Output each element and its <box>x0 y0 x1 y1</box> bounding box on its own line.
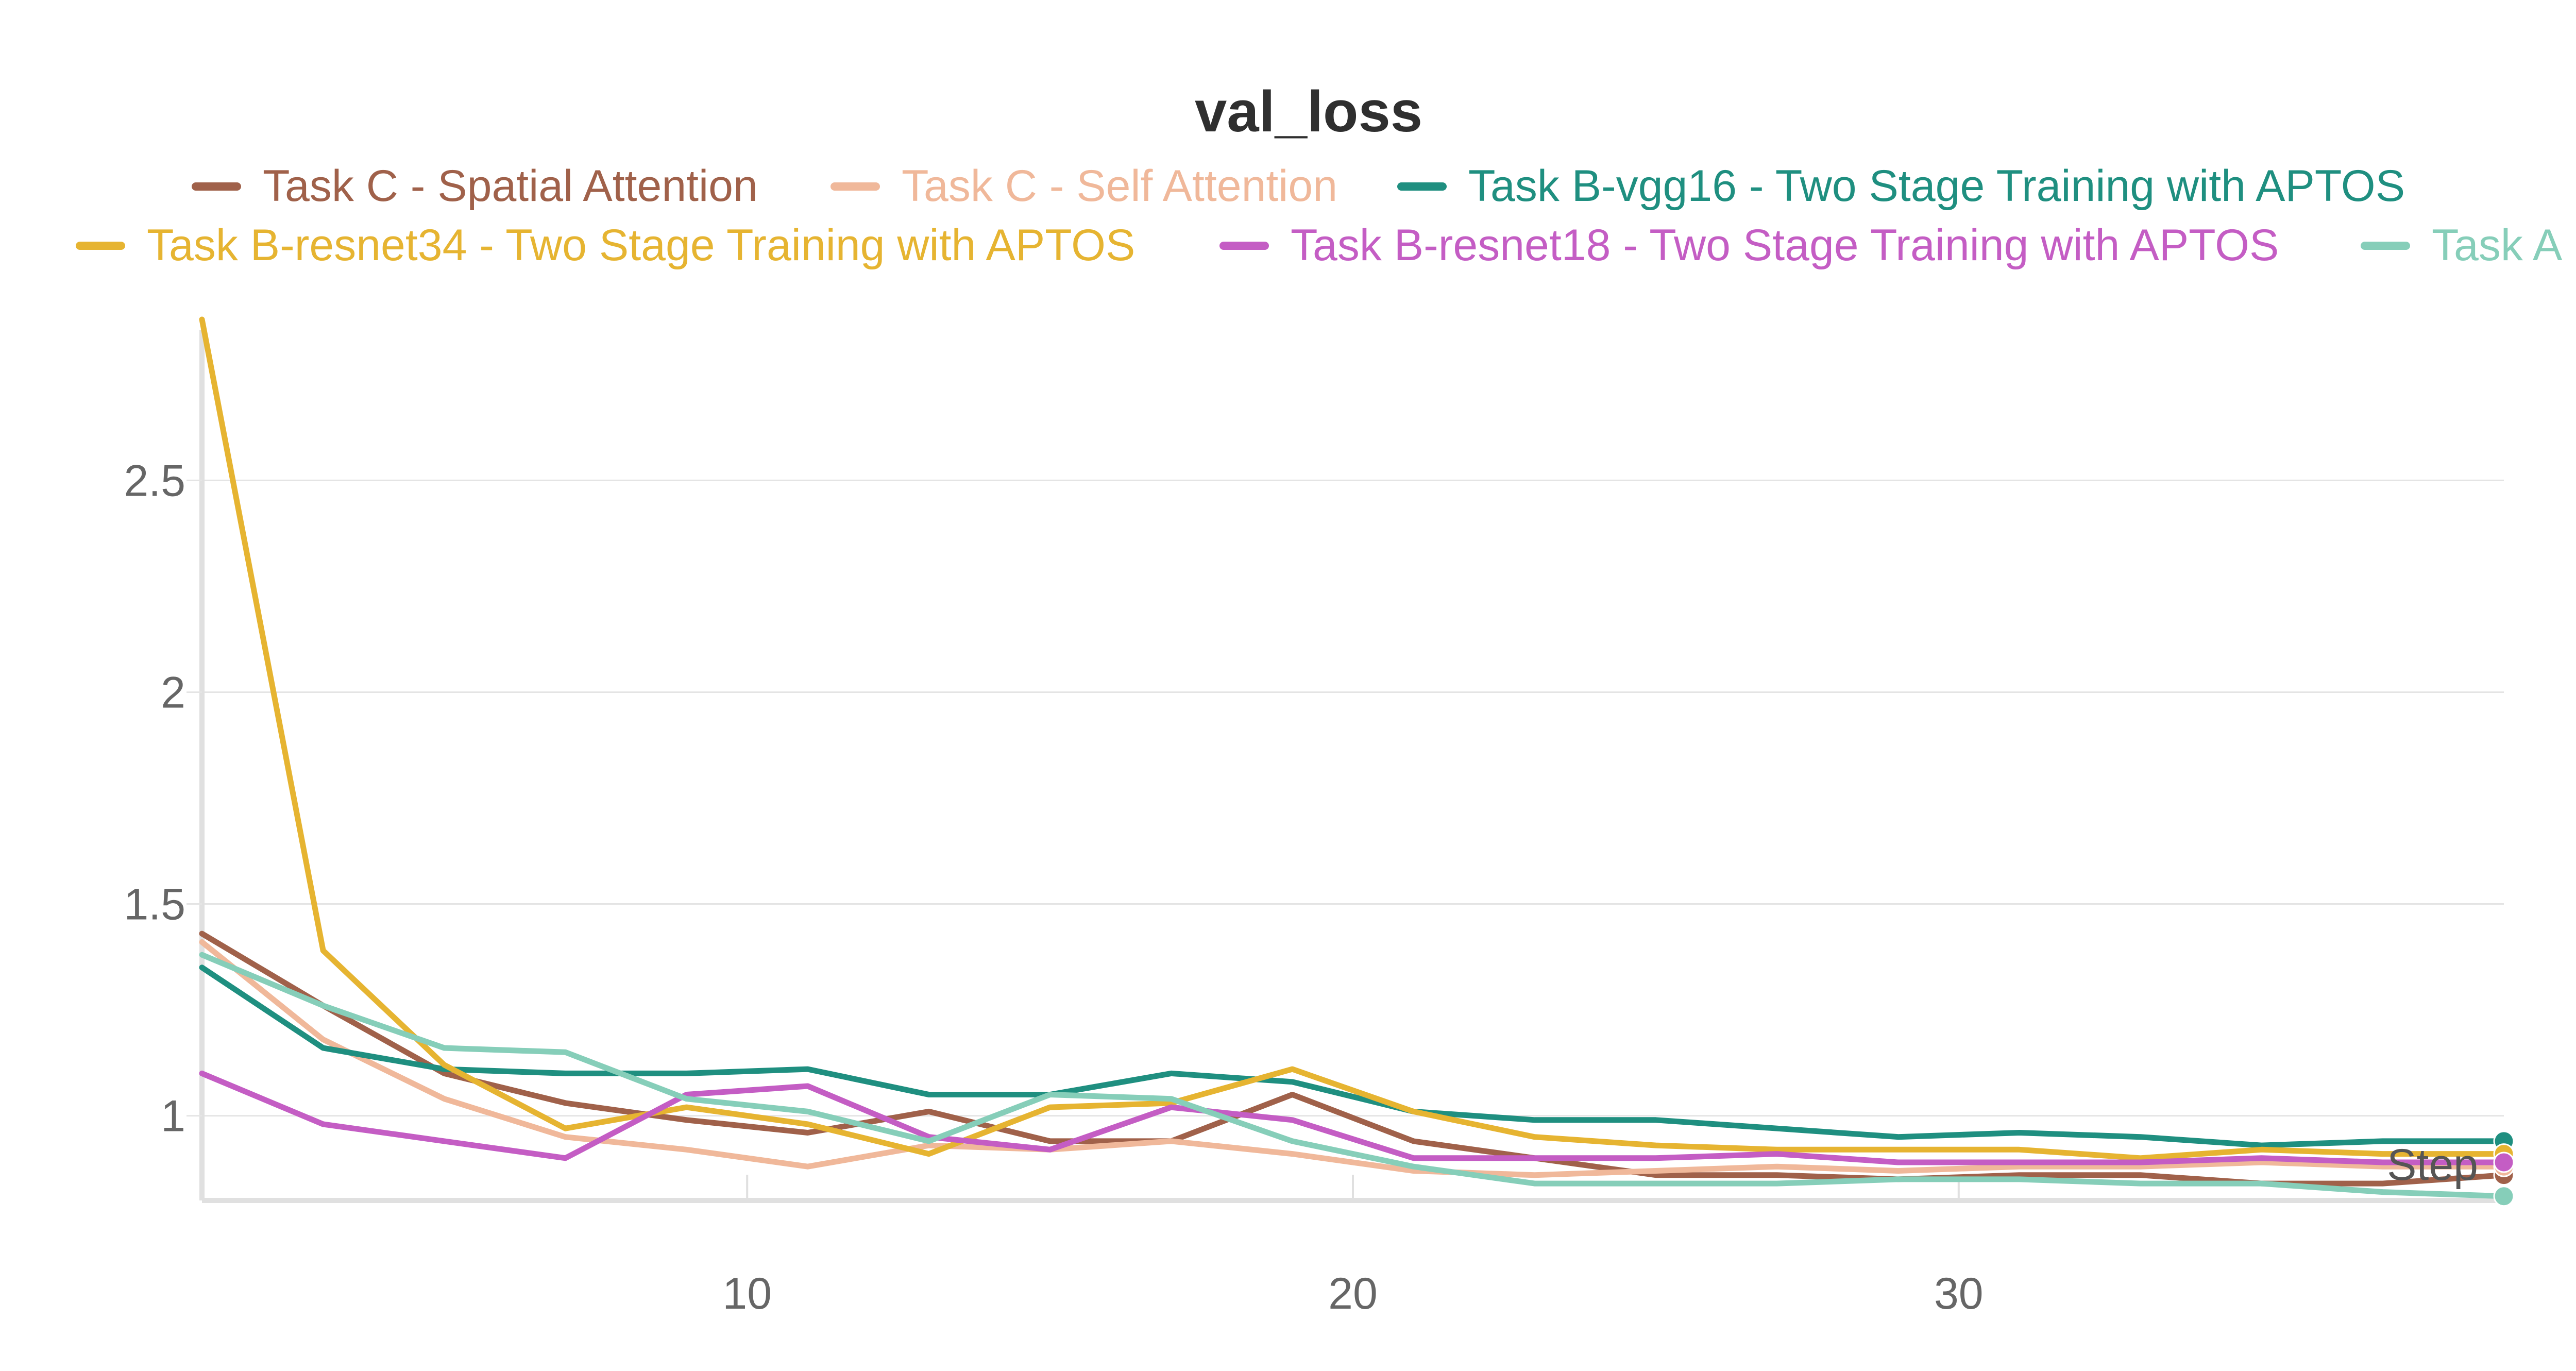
series-line[interactable] <box>199 952 2507 1199</box>
legend-label: Task B-resnet18 - Two Stage Training wit… <box>1291 221 2279 270</box>
legend-label: Task A <box>2432 221 2563 270</box>
x-axis-ticks: 10 20 30 <box>722 1175 1984 1318</box>
series-end-point <box>2493 1152 2515 1173</box>
series-line[interactable] <box>199 316 2507 1161</box>
series-lines <box>199 316 2507 1199</box>
x-axis-label: Step <box>2387 1140 2478 1190</box>
y-tick-label: 1.5 <box>124 880 185 929</box>
legend-item[interactable]: Task B-resnet34 - Two Stage Training wit… <box>76 221 1135 270</box>
series-end-markers <box>2493 1130 2515 1207</box>
legend-label: Task B-resnet34 - Two Stage Training wit… <box>147 221 1135 270</box>
y-tick-label: 2 <box>161 668 185 717</box>
series-line[interactable] <box>199 1070 2507 1165</box>
y-tick-label: 1 <box>161 1092 185 1141</box>
legend-item[interactable]: Task A <box>2361 221 2563 270</box>
series-line[interactable] <box>199 939 2507 1178</box>
x-tick-label: 20 <box>1328 1269 1378 1318</box>
legend: Task C - Spatial Attention Task C - Self … <box>76 161 2563 270</box>
legend-item[interactable]: Task C - Spatial Attention <box>192 161 758 211</box>
legend-label: Task C - Spatial Attention <box>263 161 758 211</box>
chart-title: val_loss <box>1195 79 1422 144</box>
legend-label: Task B-vgg16 - Two Stage Training with A… <box>1468 161 2405 211</box>
grid-lines <box>202 479 2504 1117</box>
y-axis-ticks: 1 1.5 2 2.5 <box>124 456 202 1141</box>
series-line[interactable] <box>199 930 2507 1187</box>
axes <box>199 330 2504 1203</box>
legend-item[interactable]: Task B-vgg16 - Two Stage Training with A… <box>1397 161 2405 211</box>
legend-item[interactable]: Task B-resnet18 - Two Stage Training wit… <box>1219 221 2279 270</box>
series-line[interactable] <box>199 964 2507 1148</box>
legend-label: Task C - Self Attention <box>902 161 1337 211</box>
x-tick-label: 10 <box>722 1269 772 1318</box>
y-tick-label: 2.5 <box>124 456 185 505</box>
x-tick-label: 30 <box>1934 1269 1984 1318</box>
series-end-point <box>2493 1186 2515 1207</box>
legend-item[interactable]: Task C - Self Attention <box>831 161 1337 211</box>
